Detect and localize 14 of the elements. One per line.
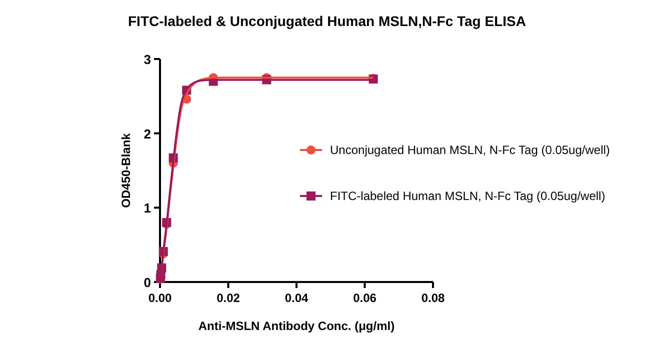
x-tick-label: 0.08 [421, 291, 445, 305]
legend-label: Unconjugated Human MSLN, N-Fc Tag (0.05ug/well) [330, 143, 610, 157]
x-tick-label: 0.00 [148, 291, 172, 305]
chart-title: FITC-labeled & Unconjugated Human MSLN,N-Fc Tag ELISA [128, 13, 526, 29]
legend-label: FITC-labeled Human MSLN, N-Fc Tag (0.05ug/well) [330, 189, 606, 203]
x-axis-title: Anti-MSLN Antibody Conc. (μg/ml) [198, 319, 395, 333]
y-axis-title: OD450-Blank [119, 132, 133, 208]
y-tick-label: 3 [144, 52, 151, 67]
x-tick-label: 0.06 [353, 291, 377, 305]
x-tick-label: 0.02 [216, 291, 240, 305]
x-tick-label: 0.04 [284, 291, 308, 305]
y-tick-label: 2 [144, 126, 151, 142]
y-tick-label: 1 [144, 200, 151, 216]
y-tick-label: 0 [144, 275, 151, 290]
